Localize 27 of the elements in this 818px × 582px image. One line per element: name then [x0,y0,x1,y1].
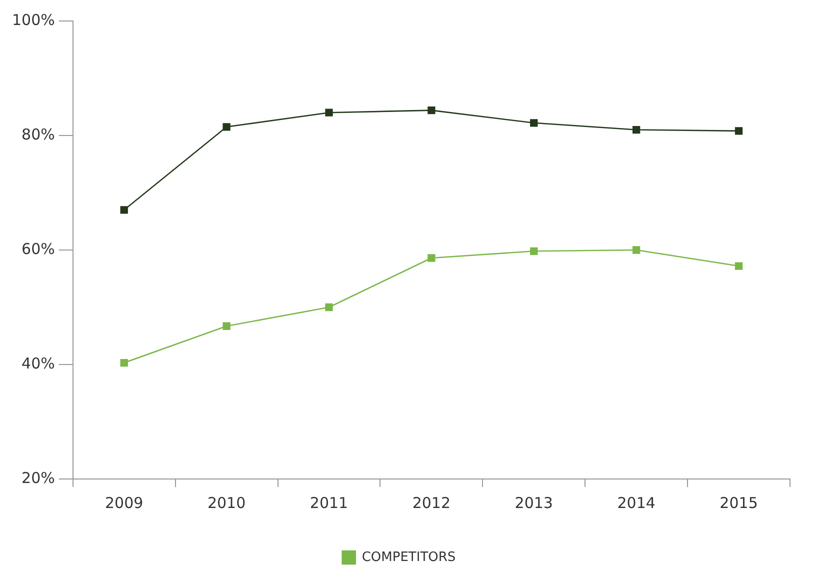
x-tick-label: 2014 [617,494,656,512]
point [530,247,538,255]
point [632,126,640,134]
x-tick-label: 2011 [310,494,348,512]
y-tick-label: 20% [22,468,55,487]
legend-label: COMPETITORS [362,550,456,565]
x-tick-label: 2013 [514,494,553,512]
x-tick-label: 2009 [105,494,144,512]
point [120,206,128,214]
y-tick-label: 100% [12,10,55,29]
point [222,322,230,330]
point [325,303,333,312]
point [428,254,436,262]
point [325,108,333,116]
y-tick-label: 40% [22,354,55,372]
point [120,358,128,367]
point [632,246,640,254]
point [222,123,230,131]
x-tick-label: 2015 [720,494,758,512]
y-tick-label: 80% [22,125,55,144]
point [530,119,538,127]
point [734,127,743,135]
x-tick-label: 2012 [412,494,451,512]
y-tick-label: 60% [22,240,55,258]
point [734,262,743,270]
point [428,106,436,114]
x-tick-label: 2010 [207,494,246,512]
